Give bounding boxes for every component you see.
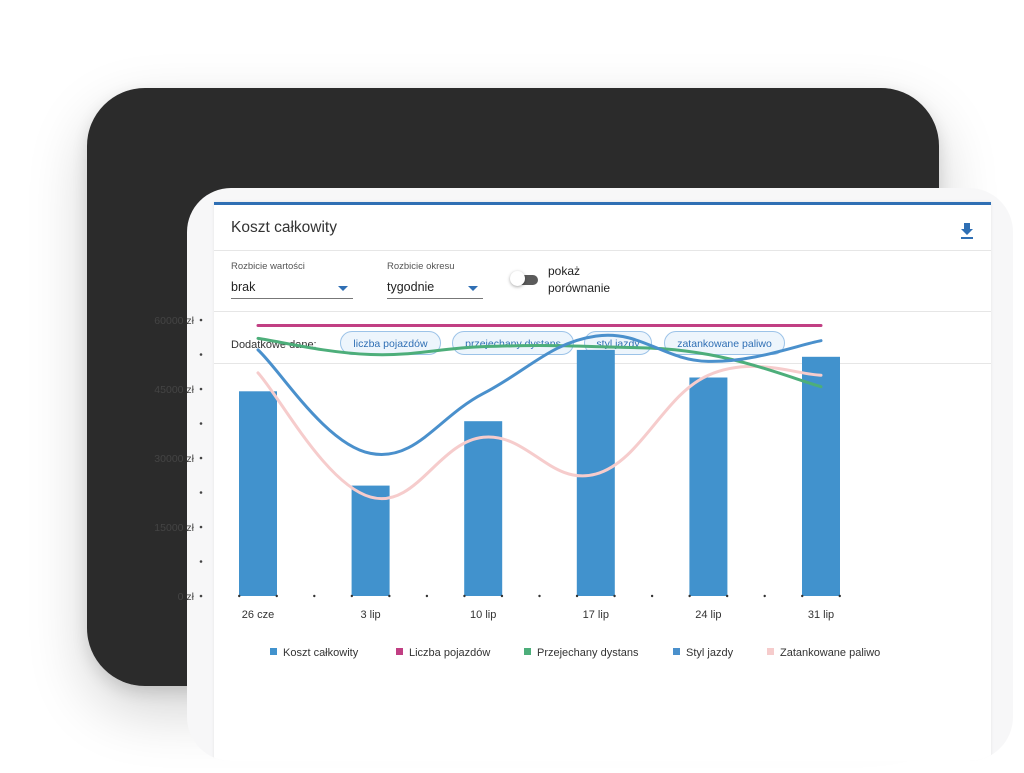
- legend-label: Koszt całkowity: [283, 647, 359, 659]
- legend-label: Przejechany dystans: [537, 647, 639, 659]
- period-breakdown-value: tygodnie: [387, 280, 435, 294]
- period-breakdown-field[interactable]: tygodnie: [387, 276, 483, 299]
- x-tick-mark: [613, 594, 616, 598]
- toggle-knob: [510, 271, 525, 286]
- x-tick-mark: [763, 594, 766, 598]
- page-title: Koszt całkowity: [231, 219, 337, 236]
- y-minor-tick: [199, 491, 203, 494]
- x-tick-mark: [725, 594, 729, 598]
- legend-label: Liczba pojazdów: [409, 647, 490, 659]
- comparison-toggle-label: pokaż porównanie: [548, 264, 611, 295]
- bar: [689, 377, 728, 596]
- value-breakdown-field[interactable]: brak: [231, 276, 353, 299]
- y-tick-label: 30000 zł: [154, 453, 194, 465]
- x-tick-mark: [538, 594, 541, 598]
- period-breakdown-label: Rozbicie okresu: [387, 261, 455, 272]
- x-tick-mark: [688, 594, 691, 598]
- y-tick-label: 60000 zł: [154, 315, 194, 327]
- x-tick-label: 24 lip: [695, 609, 721, 621]
- x-tick-mark: [275, 594, 278, 598]
- x-tick-mark: [801, 594, 804, 598]
- comparison-toggle[interactable]: [510, 271, 540, 286]
- value-breakdown-value: brak: [231, 280, 256, 294]
- x-tick-mark: [500, 594, 504, 598]
- y-tick-mark: [199, 594, 203, 598]
- x-tick-mark: [313, 594, 316, 598]
- value-breakdown-label: Rozbicie wartości: [231, 261, 305, 272]
- y-tick-label: 0 zł: [178, 591, 195, 603]
- x-tick-mark: [650, 594, 654, 598]
- x-tick-mark: [238, 594, 241, 598]
- chevron-down-icon: [468, 286, 478, 291]
- x-tick-label: 31 lip: [808, 609, 834, 621]
- y-tick-label: 45000 zł: [154, 384, 194, 396]
- y-minor-tick: [199, 422, 203, 425]
- y-minor-tick: [199, 560, 203, 563]
- legend-swatch: [524, 648, 531, 655]
- bar: [351, 485, 390, 596]
- x-tick-mark: [838, 594, 841, 598]
- x-tick-mark: [575, 594, 579, 598]
- x-tick-label: 10 lip: [470, 609, 496, 621]
- legend-swatch: [270, 648, 277, 655]
- series-line: [256, 333, 823, 456]
- bar: [464, 421, 503, 596]
- chevron-down-icon: [338, 286, 348, 291]
- y-tick-mark: [199, 387, 203, 391]
- x-tick-mark: [350, 594, 354, 598]
- download-icon: [961, 223, 973, 239]
- bar: [802, 356, 840, 596]
- legend-swatch: [767, 648, 774, 655]
- series-line: [256, 336, 823, 389]
- legend-swatch: [673, 648, 680, 655]
- x-tick-label: 3 lip: [361, 609, 381, 621]
- toggle-track: [516, 275, 538, 285]
- series-line: [256, 364, 823, 501]
- x-tick-mark: [425, 594, 429, 598]
- legend-label: Styl jazdy: [686, 647, 734, 659]
- x-tick-label: 26 cze: [242, 609, 274, 621]
- header-divider: [214, 250, 991, 251]
- y-tick-mark: [199, 525, 203, 529]
- download-button[interactable]: [960, 222, 974, 240]
- controls-divider: [214, 311, 991, 312]
- x-tick-label: 17 lip: [583, 609, 609, 621]
- y-minor-tick: [199, 353, 203, 356]
- period-breakdown-select[interactable]: Rozbicie okresu tygodnie: [387, 261, 483, 299]
- value-breakdown-select[interactable]: Rozbicie wartości brak: [231, 261, 353, 299]
- legend-swatch: [396, 648, 403, 655]
- extra-data-label: Dodatkowe dane:: [231, 339, 317, 351]
- y-tick-mark: [199, 456, 203, 460]
- x-tick-mark: [388, 594, 391, 598]
- y-tick-label: 15000 zł: [154, 522, 194, 534]
- legend-label: Zatankowane paliwo: [780, 647, 880, 659]
- y-tick-mark: [199, 318, 203, 322]
- x-tick-mark: [463, 594, 466, 598]
- bar: [239, 391, 277, 596]
